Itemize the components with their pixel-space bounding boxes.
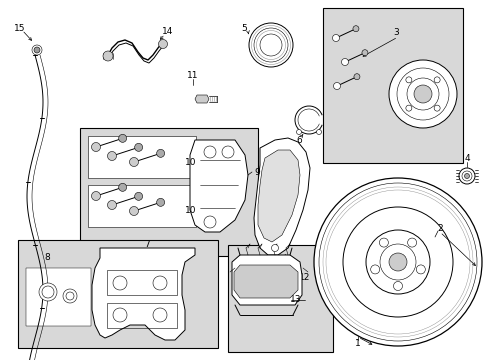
- Bar: [323, 8, 462, 163]
- Circle shape: [405, 77, 411, 83]
- Circle shape: [91, 192, 101, 201]
- Circle shape: [158, 40, 167, 49]
- Circle shape: [388, 60, 456, 128]
- Bar: [107, 270, 177, 295]
- Circle shape: [271, 244, 278, 252]
- Circle shape: [332, 35, 339, 41]
- Circle shape: [119, 134, 126, 142]
- Circle shape: [129, 207, 138, 216]
- Text: 7: 7: [144, 239, 149, 248]
- Circle shape: [91, 143, 101, 152]
- Circle shape: [103, 51, 113, 61]
- Text: 3: 3: [392, 27, 398, 36]
- Text: 10: 10: [184, 158, 196, 166]
- Circle shape: [407, 238, 416, 247]
- Circle shape: [34, 47, 40, 53]
- Polygon shape: [258, 150, 299, 242]
- Text: 6: 6: [296, 135, 301, 144]
- Polygon shape: [195, 95, 208, 103]
- Text: 13: 13: [290, 296, 301, 305]
- Circle shape: [32, 45, 42, 55]
- Polygon shape: [234, 265, 297, 298]
- Circle shape: [107, 201, 116, 210]
- Circle shape: [393, 282, 402, 291]
- Circle shape: [379, 244, 415, 280]
- Circle shape: [134, 143, 142, 151]
- Circle shape: [379, 238, 387, 247]
- Polygon shape: [231, 255, 302, 305]
- Text: 10: 10: [184, 206, 196, 215]
- Circle shape: [341, 58, 348, 66]
- Text: 15: 15: [14, 23, 26, 32]
- Bar: [88, 185, 196, 227]
- Bar: [26, 268, 91, 326]
- Circle shape: [333, 82, 340, 90]
- Polygon shape: [253, 138, 309, 255]
- Bar: [80, 128, 258, 256]
- Circle shape: [413, 85, 431, 103]
- Polygon shape: [190, 140, 247, 232]
- Circle shape: [156, 198, 164, 206]
- Text: 4: 4: [463, 153, 469, 162]
- Circle shape: [134, 192, 142, 201]
- Circle shape: [406, 78, 438, 110]
- Bar: [88, 136, 196, 178]
- Circle shape: [353, 74, 359, 80]
- Text: 1: 1: [354, 339, 360, 348]
- Circle shape: [361, 50, 367, 56]
- Circle shape: [352, 26, 358, 32]
- Circle shape: [129, 158, 138, 166]
- Circle shape: [405, 105, 411, 111]
- Circle shape: [415, 265, 425, 274]
- Circle shape: [433, 77, 439, 83]
- Circle shape: [107, 152, 116, 161]
- Circle shape: [63, 289, 77, 303]
- Text: 2: 2: [436, 224, 442, 233]
- Circle shape: [39, 283, 57, 301]
- Circle shape: [433, 105, 439, 111]
- Circle shape: [370, 265, 379, 274]
- Circle shape: [458, 168, 474, 184]
- Text: 8: 8: [44, 252, 50, 261]
- Text: 12: 12: [299, 274, 310, 283]
- Circle shape: [296, 130, 301, 135]
- Circle shape: [365, 230, 429, 294]
- Bar: [227, 245, 332, 352]
- Text: 9: 9: [254, 167, 259, 176]
- Circle shape: [248, 23, 292, 67]
- Circle shape: [119, 183, 126, 192]
- Circle shape: [156, 149, 164, 157]
- Bar: [107, 303, 177, 328]
- Text: 5: 5: [241, 23, 246, 32]
- Polygon shape: [92, 248, 195, 340]
- Circle shape: [464, 174, 468, 179]
- Circle shape: [313, 178, 481, 346]
- Circle shape: [316, 130, 321, 135]
- Text: 14: 14: [162, 27, 173, 36]
- Bar: [18, 240, 218, 348]
- Circle shape: [388, 253, 406, 271]
- Text: 11: 11: [187, 71, 198, 80]
- Circle shape: [342, 207, 452, 317]
